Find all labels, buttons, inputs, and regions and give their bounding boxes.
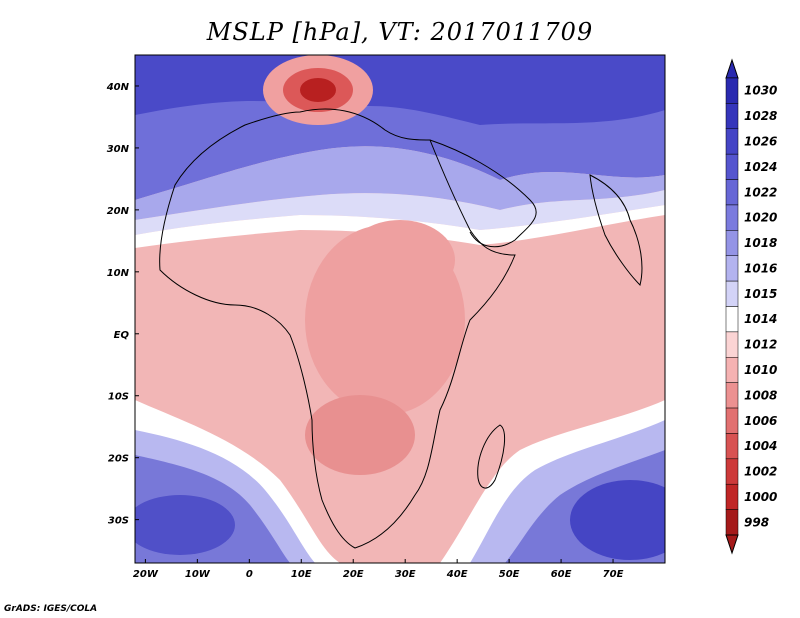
madagascar-coastline	[477, 424, 506, 489]
colorbar-swatch	[725, 153, 739, 180]
lon-tick-label: 60E	[551, 569, 572, 580]
lat-tick-label: EQ	[114, 330, 130, 341]
grads-credit: GrADS: IGES/COLA	[4, 604, 98, 614]
colorbar-swatch	[725, 230, 739, 256]
pressure-field	[135, 55, 665, 563]
longitude-axis: 20W 10W 0 10E 20E 30E 40E 50E 60E 70E	[133, 559, 624, 580]
colorbar-swatch	[725, 331, 739, 358]
colorbar-swatch	[725, 483, 739, 510]
colorbar-swatch	[725, 280, 739, 307]
colorbar-swatch	[725, 103, 739, 130]
lon-tick-label: 0	[246, 569, 253, 580]
colorbar-swatch	[725, 255, 739, 282]
lon-tick-label: 10W	[185, 569, 211, 580]
colorbar-label: 1026	[744, 134, 777, 148]
lat-tick-label: 30S	[108, 516, 129, 527]
lon-tick-label: 50E	[499, 569, 520, 580]
lat-tick-label: 20S	[108, 454, 129, 465]
lon-tick-label: 40E	[446, 569, 468, 580]
colorbar-swatch	[725, 179, 739, 206]
colorbar-label: 1028	[744, 109, 777, 123]
colorbar-label: 1020	[744, 211, 777, 225]
lon-tick-label: 20E	[343, 569, 364, 580]
colorbar-top-arrow	[725, 58, 739, 79]
colorbar-label: 1012	[744, 338, 777, 352]
colorbar-swatch	[725, 77, 739, 104]
arabian-peninsula-coastline	[429, 139, 537, 248]
lat-tick-label: 10S	[108, 392, 129, 403]
colorbar-swatch	[725, 407, 739, 434]
lon-tick-label: 20W	[133, 569, 159, 580]
colorbar-swatch	[725, 433, 739, 460]
africa-coastline	[159, 108, 516, 549]
colorbar-swatch	[725, 458, 739, 485]
lat-tick-label: 20N	[107, 206, 130, 217]
lon-tick-label: 30E	[395, 569, 416, 580]
colorbar-swatch	[725, 509, 739, 536]
lat-tick-label: 10N	[107, 268, 130, 279]
colorbar-label: 1002	[744, 465, 777, 479]
india-coastline	[589, 174, 643, 286]
colorbar-label: 1014	[744, 312, 777, 326]
latitude-axis: 40N 30N 20N 10N EQ 10S 20S 30S	[106, 82, 139, 527]
colorbar-label: 1000	[744, 490, 777, 504]
colorbar-label: 1004	[744, 439, 777, 453]
colorbar-label: 1024	[744, 160, 777, 174]
colorbar-swatch	[725, 204, 739, 231]
colorbar-label: 1015	[744, 287, 777, 301]
colorbar-label: 1016	[744, 261, 777, 275]
colorbar-swatch	[725, 306, 739, 333]
colorbar-label: 1010	[744, 363, 777, 377]
pressure-colorbar: 1030 1028 1026 1024 1022 1020 1018 1016 1015 1014…	[725, 58, 777, 555]
colorbar-label: 998	[744, 515, 769, 529]
lat-tick-label: 30N	[107, 144, 130, 155]
colorbar-label: 1008	[744, 388, 777, 402]
colorbar-bottom-arrow	[725, 534, 739, 555]
colorbar-label: 1022	[744, 185, 777, 199]
map-title: MSLP [hPa], VT: 2017011709	[206, 18, 594, 46]
colorbar-label: 1030	[744, 84, 777, 98]
colorbar-label: 1006	[744, 414, 777, 428]
colorbar-swatch	[725, 128, 739, 155]
colorbar-swatch	[725, 357, 739, 383]
lon-tick-label: 70E	[603, 569, 624, 580]
colorbar-label: 1018	[744, 236, 777, 250]
lon-tick-label: 10E	[291, 569, 312, 580]
lat-tick-label: 40N	[106, 82, 130, 93]
colorbar-swatch	[725, 382, 739, 409]
plot-frame	[134, 54, 666, 564]
